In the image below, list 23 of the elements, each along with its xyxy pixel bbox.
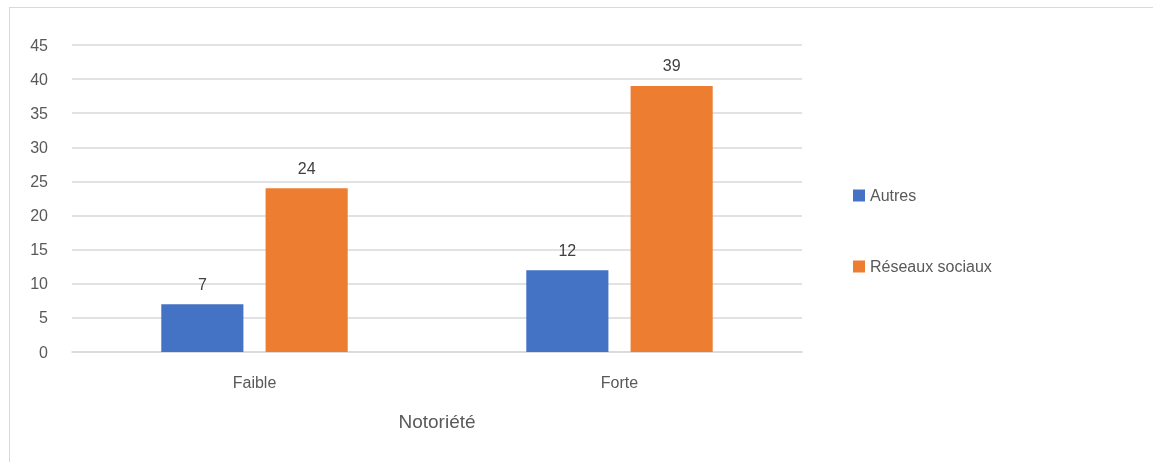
- y-tick-label: 10: [30, 275, 49, 293]
- y-tick-label: 5: [39, 309, 49, 327]
- y-tick-label: 25: [30, 172, 49, 190]
- legend-label: Réseaux sociaux: [870, 258, 992, 275]
- x-axis-title: Notoriété: [398, 411, 476, 432]
- y-tick-label: 0: [39, 343, 49, 361]
- y-tick-label: 45: [30, 36, 49, 54]
- data-label: 12: [558, 241, 577, 259]
- bar: [526, 270, 609, 352]
- data-label: 39: [662, 57, 681, 75]
- legend-label: Autres: [870, 187, 917, 204]
- bar: [630, 85, 713, 352]
- data-label: 24: [297, 159, 316, 177]
- data-label: 7: [197, 275, 207, 293]
- x-tick-label: Forte: [600, 373, 639, 391]
- bar: [265, 188, 348, 352]
- y-tick-label: 35: [30, 104, 49, 122]
- bar: [161, 304, 244, 352]
- y-tick-label: 30: [30, 138, 49, 156]
- x-tick-label: Faible: [232, 373, 277, 391]
- y-tick-label: 15: [30, 241, 49, 259]
- y-tick-label: 20: [30, 207, 49, 225]
- y-tick-label: 40: [30, 70, 49, 88]
